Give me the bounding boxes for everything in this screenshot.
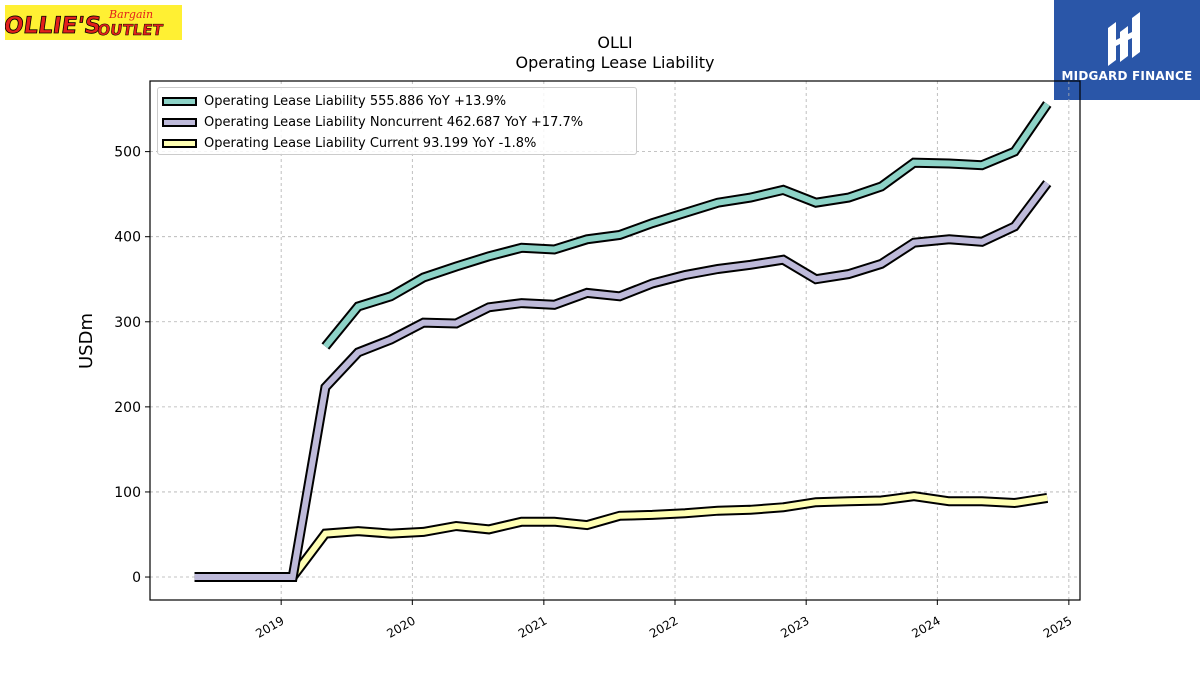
x-tick-label: 2022 — [647, 613, 680, 640]
midgard-finance-label: MIDGARD FINANCE — [1061, 69, 1193, 83]
legend-label-noncurrent: Operating Lease Liability Noncurrent 462… — [204, 114, 584, 130]
series-lines — [194, 101, 1052, 582]
chart-legend: Operating Lease Liability 555.886 YoY +1… — [157, 87, 637, 155]
ollies-logo: OLLIE'S Bargain OUTLET — [5, 5, 182, 40]
y-tick-label: 300 — [114, 315, 141, 331]
x-axis: 2019 2020 2021 2022 2023 2024 2025 — [253, 600, 1074, 641]
y-tick-label: 0 — [132, 570, 141, 586]
grid-lines — [150, 81, 1080, 600]
legend-item-total: Operating Lease Liability 555.886 YoY +1… — [158, 91, 506, 111]
series-1 — [321, 101, 1052, 350]
legend-label-total: Operating Lease Liability 555.886 YoY +1… — [204, 93, 507, 109]
legend-swatch-total — [162, 96, 197, 106]
legend-item-noncurrent: Operating Lease Liability Noncurrent 462… — [158, 112, 583, 132]
series-3 — [194, 491, 1049, 582]
y-axis: 0 100 200 300 400 500 — [114, 145, 150, 586]
x-tick-label: 2024 — [909, 613, 942, 640]
x-tick-label: 2023 — [778, 613, 811, 640]
chart-title: OLLI — [597, 33, 632, 52]
series-2 — [194, 180, 1052, 582]
x-tick-label: 2019 — [253, 613, 286, 640]
legend-swatch-noncurrent — [162, 117, 197, 127]
series-line — [194, 181, 1050, 580]
ollies-logo-word1: OLLIE'S — [5, 13, 103, 39]
chart-subtitle: Operating Lease Liability — [515, 53, 714, 72]
midgard-emblem-icon — [1108, 12, 1140, 66]
y-tick-label: 100 — [114, 485, 141, 501]
series-line — [194, 493, 1048, 580]
y-tick-label: 500 — [114, 145, 141, 161]
legend-swatch-current — [162, 138, 197, 148]
legend-label-current: Operating Lease Liability Current 93.199… — [204, 135, 537, 151]
ollies-logo-word2: Bargain — [108, 8, 153, 21]
x-tick-label: 2021 — [516, 613, 549, 640]
x-tick-label: 2025 — [1041, 613, 1074, 640]
midgard-finance-logo: MIDGARD FINANCE — [1054, 0, 1200, 100]
ollies-logo-word3: OUTLET — [96, 21, 164, 39]
y-tick-label: 200 — [114, 400, 141, 416]
series-line — [323, 102, 1050, 349]
y-axis-label: USDm — [76, 313, 97, 369]
y-tick-label: 400 — [114, 230, 141, 246]
x-tick-label: 2020 — [384, 613, 417, 640]
legend-item-current: Operating Lease Liability Current 93.199… — [158, 133, 536, 153]
plot-frame — [149, 80, 1081, 601]
